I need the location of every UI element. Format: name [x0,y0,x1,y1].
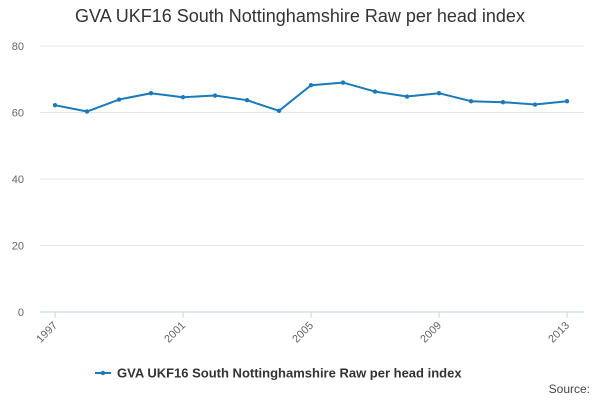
data-point [84,109,90,114]
x-tick-label: 1997 [34,320,60,346]
legend[interactable]: GVA UKF16 South Nottinghamshire Raw per … [95,366,462,381]
data-point [404,94,410,99]
data-point [276,108,282,114]
gridlines [40,45,584,313]
data-point [436,91,442,96]
data-point [52,102,58,108]
y-tick-label: 20 [12,241,24,253]
x-tick-label: 2013 [546,320,572,346]
data-point [244,97,250,103]
legend-marker-icon [100,370,106,376]
y-tick-label: 40 [12,174,24,186]
y-tick-label: 60 [12,108,24,120]
x-axis: 1997 2001 2005 2009 2013 [34,312,572,345]
y-tick-label: 80 [12,41,24,53]
x-tick-label: 2005 [290,320,316,346]
y-axis: 0 20 40 60 80 [12,41,24,319]
legend-label: GVA UKF16 South Nottinghamshire Raw per … [117,366,462,381]
data-point [340,80,346,85]
source-label: Source: [548,382,590,396]
x-tick-label: 2009 [418,320,444,346]
data-point [564,98,570,104]
data-point [500,99,506,105]
data-point [212,93,218,98]
series-layer [52,80,570,114]
x-tick-label: 2001 [162,320,188,346]
chart-title: GVA UKF16 South Nottinghamshire Raw per … [75,6,525,26]
data-point [468,98,474,104]
data-point [116,97,122,102]
data-point [308,83,314,88]
data-point [532,102,538,107]
data-point [148,91,154,96]
y-tick-label: 0 [18,307,24,319]
data-point [372,89,378,94]
data-point [180,95,186,100]
